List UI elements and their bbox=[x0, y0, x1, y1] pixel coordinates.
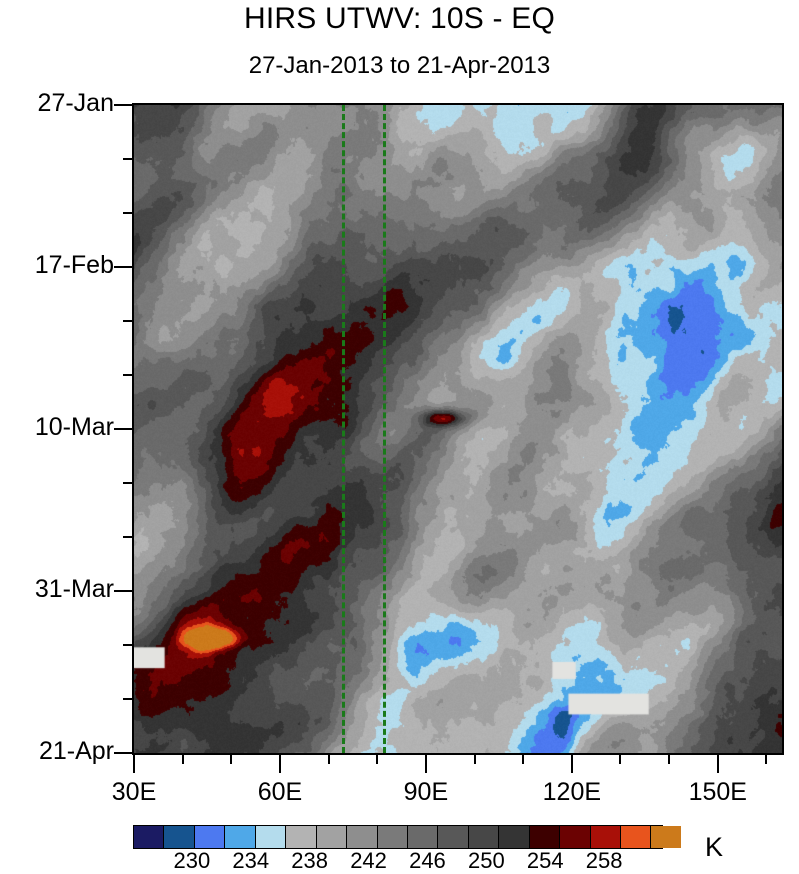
x-tick-major bbox=[424, 755, 427, 773]
page-title: HIRS UTWV: 10S - EQ bbox=[243, 2, 556, 35]
colorbar-swatch[interactable] bbox=[376, 826, 407, 848]
colorbar-swatch[interactable] bbox=[315, 826, 347, 848]
x-tick-minor bbox=[619, 755, 622, 764]
x-tick-label: 90E bbox=[403, 778, 449, 806]
colorbar-swatch[interactable] bbox=[528, 826, 560, 848]
y-tick-minor bbox=[123, 320, 132, 322]
green-dashed-line-west bbox=[342, 105, 346, 753]
colorbar-swatch[interactable] bbox=[285, 826, 316, 848]
y-tick-label: 21-Apr bbox=[38, 737, 114, 765]
hovmoller-plot-area[interactable] bbox=[132, 103, 784, 755]
colorbar-tick-label: 242 bbox=[350, 848, 387, 873]
y-tick-major bbox=[114, 104, 132, 106]
y-tick-major bbox=[114, 752, 132, 754]
x-tick-major bbox=[570, 755, 573, 773]
colorbar-swatch[interactable] bbox=[346, 826, 377, 848]
y-tick-minor bbox=[123, 482, 132, 484]
x-tick-major bbox=[278, 755, 281, 773]
y-tick-label: 27-Jan bbox=[37, 89, 114, 117]
y-tick-minor bbox=[123, 536, 132, 538]
x-tick-label: 120E bbox=[542, 778, 602, 806]
colorbar-tick-label: 230 bbox=[173, 848, 211, 873]
y-tick-minor bbox=[123, 644, 132, 646]
x-tick-minor bbox=[668, 755, 671, 764]
colorbar-swatch[interactable] bbox=[650, 826, 681, 848]
x-tick-label: 150E bbox=[688, 778, 747, 806]
colorbar-swatch[interactable] bbox=[559, 826, 590, 848]
y-tick-label: 10-Mar bbox=[34, 413, 114, 441]
colorbar-swatch[interactable] bbox=[224, 826, 255, 848]
colorbar-tick-label: 258 bbox=[585, 848, 623, 873]
y-tick-minor bbox=[123, 374, 132, 376]
y-tick-major bbox=[114, 590, 132, 592]
y-tick-minor bbox=[123, 698, 132, 700]
y-tick-label: 31-Mar bbox=[34, 575, 114, 603]
colorbar-tick-label: 246 bbox=[409, 848, 446, 873]
x-tick-minor bbox=[376, 755, 379, 764]
colorbar[interactable] bbox=[133, 825, 681, 849]
x-tick-major bbox=[716, 755, 719, 773]
colorbar-swatch[interactable] bbox=[193, 826, 225, 848]
x-tick-minor bbox=[765, 755, 768, 764]
colorbar-swatch[interactable] bbox=[467, 826, 499, 848]
x-tick-label: 30E bbox=[111, 778, 157, 806]
x-tick-minor bbox=[181, 755, 184, 764]
chart-subtitle: 27-Jan-2013 to 21-Apr-2013 bbox=[248, 52, 551, 79]
colorbar-unit-label: K bbox=[705, 832, 724, 862]
x-tick-minor bbox=[327, 755, 330, 764]
green-dashed-line-east bbox=[383, 105, 387, 753]
colorbar-swatch[interactable] bbox=[254, 826, 286, 848]
colorbar-swatch[interactable] bbox=[163, 826, 194, 848]
colorbar-swatch[interactable] bbox=[620, 826, 651, 848]
colorbar-swatch[interactable] bbox=[134, 826, 164, 848]
y-tick-minor bbox=[123, 212, 132, 214]
x-tick-label: 60E bbox=[257, 778, 303, 806]
colorbar-tick-label: 238 bbox=[291, 848, 329, 873]
colorbar-tick-label: 250 bbox=[467, 848, 505, 873]
y-tick-minor bbox=[123, 158, 132, 160]
contour-field bbox=[134, 105, 782, 753]
x-tick-major bbox=[133, 755, 135, 773]
x-tick-minor bbox=[473, 755, 476, 764]
colorbar-swatch[interactable] bbox=[589, 826, 620, 848]
x-tick-minor bbox=[230, 755, 233, 764]
y-tick-major bbox=[114, 428, 132, 430]
y-tick-major bbox=[114, 266, 132, 268]
x-tick-minor bbox=[522, 755, 525, 764]
y-tick-label: 17-Feb bbox=[34, 251, 114, 279]
colorbar-swatch[interactable] bbox=[406, 826, 438, 848]
colorbar-tick-label: 254 bbox=[526, 848, 564, 873]
colorbar-tick-label: 234 bbox=[232, 848, 270, 873]
colorbar-swatch[interactable] bbox=[437, 826, 468, 848]
colorbar-swatch[interactable] bbox=[498, 826, 529, 848]
